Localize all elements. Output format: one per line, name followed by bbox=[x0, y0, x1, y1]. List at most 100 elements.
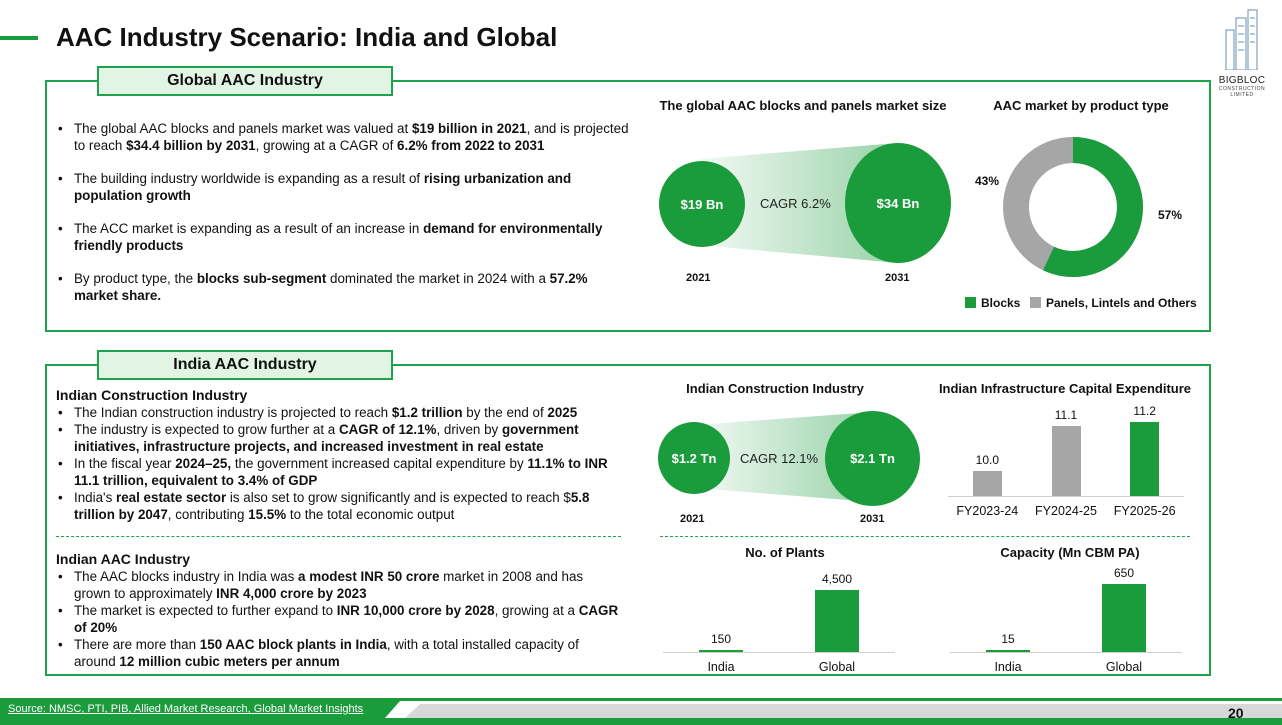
infra-bar bbox=[1051, 426, 1081, 496]
legend-others-label: Panels, Lintels and Others bbox=[1046, 296, 1197, 310]
plants-category-label: India bbox=[707, 660, 735, 674]
construction-bullet-text: real estate sector bbox=[116, 490, 227, 505]
capacity-value-label: 15 bbox=[1001, 632, 1015, 646]
global-bullet-text: $19 billion in 2021 bbox=[411, 121, 527, 136]
donut-others-label: 43% bbox=[975, 174, 1000, 188]
construction-bullet-text: 2024–25, bbox=[175, 456, 232, 471]
capacity-value-label: 650 bbox=[1113, 566, 1135, 580]
india-end-circle: $2.1 Tn bbox=[825, 411, 920, 506]
global-cagr-funnel bbox=[699, 143, 898, 263]
construction-bullet-text: $1.2 trillion bbox=[391, 405, 463, 420]
infra-bar bbox=[972, 471, 1002, 496]
global-bullet-text: blocks sub-segment bbox=[196, 271, 327, 286]
india-cagr-funnel bbox=[695, 412, 873, 502]
plants-bar bbox=[815, 590, 859, 652]
construction-bullet-text: India's bbox=[74, 490, 117, 505]
construction-bullet-text: The Indian construction industry is proj… bbox=[74, 405, 392, 420]
aac-bullet: There are more than 150 AAC block plants… bbox=[56, 636, 621, 670]
donut-blocks-slice bbox=[1003, 137, 1143, 277]
plants-category-label: Global bbox=[818, 660, 856, 674]
capacity-category-label: India bbox=[994, 660, 1022, 674]
legend-others-swatch bbox=[1030, 297, 1041, 308]
global-bullet: The global AAC blocks and panels market … bbox=[56, 120, 632, 154]
construction-bullet-text: 2025 bbox=[547, 405, 578, 420]
capacity-bar bbox=[986, 650, 1030, 652]
construction-bullet-text: 11.1% to INR 11.1 trillion, equivalent t… bbox=[74, 456, 608, 488]
infra-value-label: 11.1 bbox=[1054, 408, 1078, 423]
construction-bullet-text: The industry is expected to grow further… bbox=[74, 422, 339, 437]
plants-bar bbox=[699, 649, 743, 652]
logo-sub1: CONSTRUCTION bbox=[1218, 86, 1266, 92]
global-bullet-text: The building industry worldwide is expan… bbox=[74, 171, 424, 186]
aac-bullet-text: a modest INR 50 crore bbox=[298, 569, 440, 584]
construction-bullet-text: the government increased capital expendi… bbox=[231, 456, 528, 471]
building-logo-icon bbox=[1225, 9, 1258, 71]
aac-bullet-text: market in 2008 and has grown to approxim… bbox=[74, 569, 584, 601]
global-bullet-text: 57.2% market share. bbox=[74, 271, 588, 303]
india-end-year: 2031 bbox=[860, 513, 885, 525]
infra-bar-chart: 10.0 FY2023-24 11.1 FY2024-25 11.2 FY2025-26 bbox=[948, 404, 1184, 520]
legend-blocks-label: Blocks bbox=[981, 296, 1021, 310]
global-bullet-text: , growing at a CAGR of bbox=[255, 138, 398, 153]
infra-category-label: FY2023-24 bbox=[956, 504, 1019, 518]
global-start-year: 2021 bbox=[686, 272, 711, 284]
india-divider bbox=[56, 536, 621, 537]
global-bullet: The ACC market is expanding as a result … bbox=[56, 220, 632, 254]
aac-bullet-text: INR 10,000 crore by 2028 bbox=[336, 603, 495, 618]
capacity-bar-chart: 15 India 650 Global bbox=[950, 564, 1182, 680]
construction-bullet-text: government initiatives, infrastructure p… bbox=[74, 422, 579, 454]
construction-bullet-text: , driven by bbox=[436, 422, 502, 437]
company-logo: BIGBLOC CONSTRUCTION LIMITED bbox=[1212, 8, 1272, 100]
india-start-circle: $1.2 Tn bbox=[658, 422, 730, 494]
construction-bullet: India's real estate sector is also set t… bbox=[56, 489, 621, 523]
plants-bar-chart: 150 India 4,500 Global bbox=[663, 564, 895, 680]
chart-divider bbox=[660, 536, 1190, 537]
construction-heading: Indian Construction Industry bbox=[56, 387, 248, 403]
construction-bullet-text: to the total economic output bbox=[286, 507, 455, 522]
infra-category-label: FY2024-25 bbox=[1035, 504, 1097, 518]
aac-heading: Indian AAC Industry bbox=[56, 551, 191, 567]
infra-chart-title: Indian Infrastructure Capital Expenditur… bbox=[938, 381, 1192, 396]
title-accent-bar bbox=[0, 36, 38, 40]
infra-value-label: 11.2 bbox=[1133, 404, 1156, 418]
global-start-circle: $19 Bn bbox=[659, 161, 745, 247]
construction-bullet-text: by the end of bbox=[462, 405, 548, 420]
construction-bullet-text: 15.5% bbox=[248, 507, 287, 522]
capacity-bar bbox=[1102, 584, 1146, 652]
construction-bullet-list: The Indian construction industry is proj… bbox=[56, 404, 621, 523]
construction-bullet-text: is also set to grow significantly and is… bbox=[226, 490, 571, 505]
aac-bullet-text: INR 4,000 crore by 2023 bbox=[216, 586, 367, 601]
global-bullet-text: The global AAC blocks and panels market … bbox=[74, 121, 412, 136]
infra-value-label: 10.0 bbox=[975, 453, 999, 468]
global-bullet-text: rising urbanization and population growt… bbox=[74, 171, 572, 203]
global-bullet-list: The global AAC blocks and panels market … bbox=[56, 120, 632, 320]
global-end-year: 2031 bbox=[885, 272, 910, 284]
source-note: Source: NMSC, PTI, PIB, Allied Market Re… bbox=[8, 703, 364, 715]
footer-bar bbox=[0, 698, 1282, 725]
global-bullet-text: $34.4 billion by 2031 bbox=[126, 138, 256, 153]
logo-sub2: LIMITED bbox=[1230, 92, 1254, 98]
construction-bullet-text: CAGR of 12.1% bbox=[338, 422, 437, 437]
aac-bullet-text: , growing at a bbox=[494, 603, 579, 618]
construction-chart-title: Indian Construction Industry bbox=[686, 381, 864, 396]
infra-category-label: FY2025-26 bbox=[1113, 504, 1176, 518]
plants-x-axis bbox=[663, 652, 895, 653]
product-type-donut bbox=[1003, 137, 1143, 277]
aac-bullet-text: , with a total installed capacity of aro… bbox=[74, 637, 579, 669]
construction-bullet-text: 5.8 trillion by 2047 bbox=[74, 490, 590, 522]
india-tab: India AAC Industry bbox=[97, 350, 393, 380]
global-bullet: The building industry worldwide is expan… bbox=[56, 170, 632, 204]
india-start-year: 2021 bbox=[680, 513, 705, 525]
construction-bullet-text: In the fiscal year bbox=[74, 456, 176, 471]
global-cagr-label: CAGR 6.2% bbox=[760, 196, 831, 211]
plants-value-label: 150 bbox=[710, 631, 732, 646]
global-bullet: By product type, the blocks sub-segment … bbox=[56, 270, 632, 304]
india-cagr-label: CAGR 12.1% bbox=[740, 451, 819, 466]
plants-value-label: 4,500 bbox=[821, 572, 853, 586]
global-bullet-text: , and is projected to reach bbox=[74, 121, 629, 153]
capacity-chart-title: Capacity (Mn CBM PA) bbox=[1000, 545, 1140, 560]
aac-bullet-text: There are more than bbox=[74, 637, 200, 652]
global-bullet-text: demand for environmentally friendly prod… bbox=[74, 221, 603, 253]
legend-blocks-swatch bbox=[965, 297, 976, 308]
aac-bullet: The market is expected to further expand… bbox=[56, 602, 621, 636]
